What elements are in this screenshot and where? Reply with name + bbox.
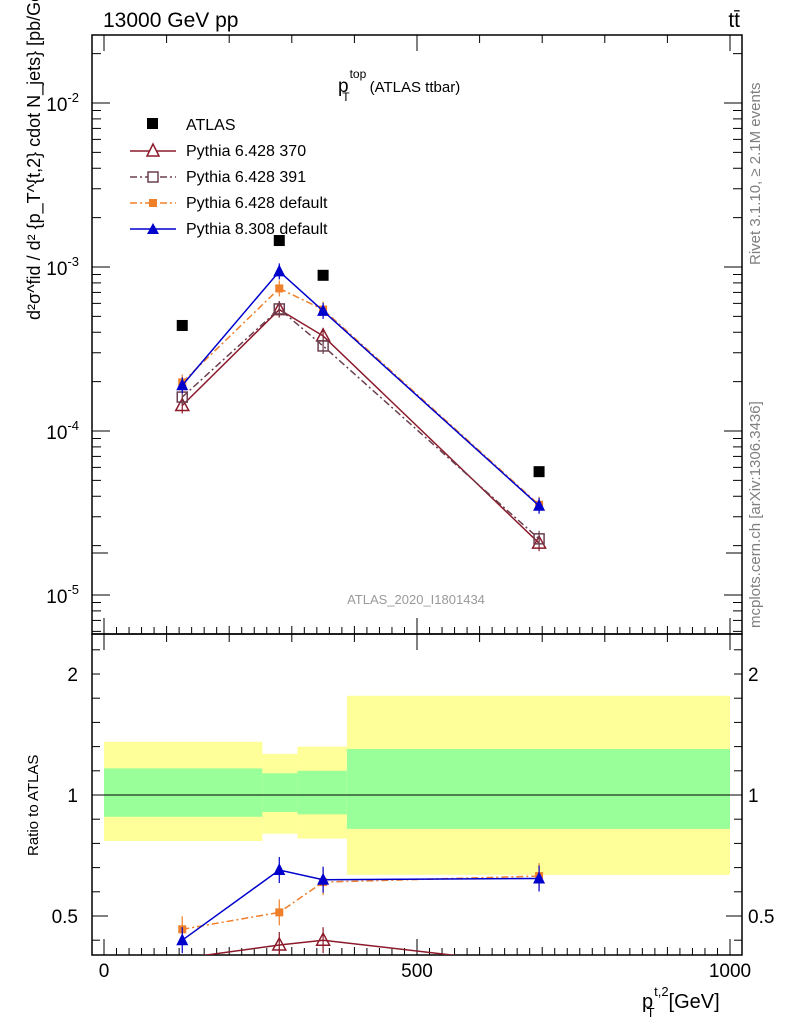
x-tick-label-1000: 1000	[709, 961, 751, 982]
data-point-0-2	[317, 269, 329, 281]
x-tick-label-500: 500	[401, 961, 433, 982]
ratio-band-inner-0	[104, 768, 263, 817]
ratio-point-1-1	[275, 908, 284, 917]
data-point-1-0	[174, 396, 191, 412]
x-tick-label-0: 0	[99, 961, 110, 982]
process-label: tt̄	[728, 9, 740, 32]
ratio-uncertainty-bands	[104, 695, 730, 875]
y-tick-labels: 10-2 10-3 10-4 10-5	[46, 90, 79, 608]
y-tick-label-1e-4: 10-4	[46, 418, 79, 444]
plot-title: ptop T (ATLAS ttbar)	[338, 67, 460, 104]
ratio-tick-label-2: 2	[67, 665, 78, 686]
ratio-point-2-2	[317, 872, 330, 885]
legend: ATLAS Pythia 6.428 370 Pythia 6.428 391 …	[130, 117, 328, 238]
ratio-tick-label-0.5: 0.5	[52, 907, 78, 928]
series-line-3	[181, 287, 540, 506]
ratio-point-0-2	[315, 931, 331, 946]
data-point-4-1	[273, 264, 286, 277]
rivet-label: Rivet 3.1.10, ≥ 2.1M events	[747, 83, 764, 266]
x-axis-label: pt,2 T [GeV]	[642, 984, 720, 1020]
data-point-2-3	[533, 533, 545, 545]
legend-p370-marker	[145, 142, 161, 157]
data-point-0-1	[273, 235, 285, 247]
data-point-2-2	[317, 340, 329, 352]
ratio-line-0	[201, 939, 458, 955]
ratio-band-inner-3	[346, 749, 730, 829]
legend-p391-label: Pythia 6.428 391	[186, 169, 306, 186]
x-tick-labels: 0 500 1000	[99, 961, 751, 982]
data-point-0-0	[176, 319, 188, 331]
legend-p391-marker	[147, 171, 159, 183]
legend-atlas-marker	[147, 118, 158, 129]
legend-p6def-label: Pythia 6.428 default	[186, 195, 328, 212]
ratio-line-1	[182, 875, 540, 931]
data-marks	[174, 235, 547, 955]
y-tick-label-1e-5: 10-5	[46, 582, 79, 608]
legend-atlas-label: ATLAS	[186, 117, 236, 134]
ratio-tick-label-1: 1	[67, 786, 78, 807]
ratio-point-2-0	[176, 933, 189, 946]
analysis-id-label: ATLAS_2020_I1801434	[347, 592, 485, 607]
data-point-1-3	[531, 534, 547, 549]
ratio-tick-labels: 0.5 1 2 0.5 1 2	[52, 665, 775, 928]
ratio-point-2-1	[273, 863, 286, 876]
y-axis-label-ratio: Ratio to ATLAS	[25, 755, 42, 856]
ratio-series-group	[176, 857, 546, 955]
series-line-4	[181, 270, 540, 507]
mcplots-label: mcplots.cern.ch [arXiv:1306.3436]	[747, 401, 764, 628]
ratio-band-inner-2	[297, 770, 347, 815]
ratio-band-inner-1	[262, 773, 298, 812]
data-point-4-0	[176, 378, 189, 391]
ratio-tick-label-right-0.5: 0.5	[748, 907, 774, 928]
ratio-point-2-3	[533, 871, 546, 884]
series-line-1	[181, 308, 540, 544]
data-point-4-3	[533, 498, 546, 511]
plot-title-main: p	[338, 76, 349, 97]
legend-p6def-marker	[149, 199, 157, 207]
ratio-point-0-1	[271, 936, 288, 951]
plot-title-sup: top	[350, 67, 367, 81]
axis-ticks	[92, 35, 742, 955]
data-point-4-2	[317, 303, 330, 316]
plot-title-sub: T	[342, 90, 350, 104]
y-tick-label-1e-3: 10-3	[46, 254, 79, 280]
ratio-tick-label-right-2: 2	[748, 665, 759, 686]
beam-label: 13000 GeV pp	[103, 9, 238, 32]
legend-p370-label: Pythia 6.428 370	[186, 143, 306, 160]
ratio-line-2	[181, 869, 540, 941]
data-point-2-1	[273, 303, 286, 315]
data-point-3-1	[275, 284, 284, 293]
legend-p8def-marker	[147, 223, 159, 234]
data-point-0-3	[533, 466, 545, 478]
plot-title-rest: (ATLAS ttbar)	[370, 79, 461, 96]
y-tick-label-1e-2: 10-2	[46, 90, 79, 116]
legend-p8def-label: Pythia 8.308 default	[186, 221, 328, 238]
y-axis-label-main: d²σ^fid / d² {p_T^{t,2} cdot N_jets} [pb…	[24, 0, 45, 320]
ratio-tick-label-right-1: 1	[748, 786, 759, 807]
series-line-2	[181, 307, 540, 540]
